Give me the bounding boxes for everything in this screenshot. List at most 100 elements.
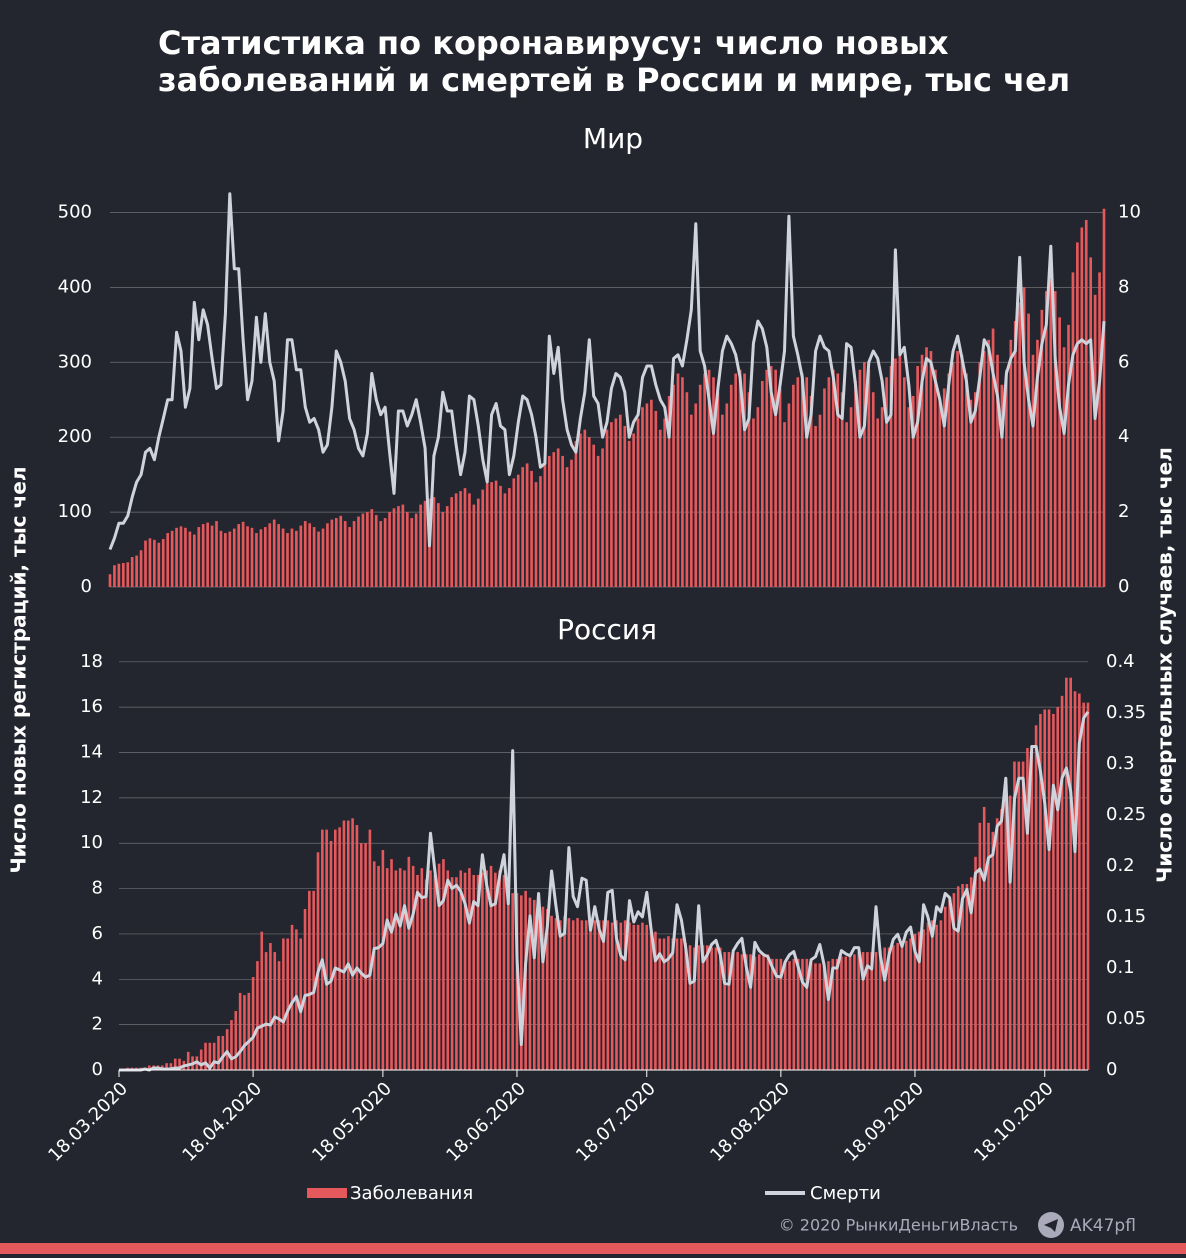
- bar: [965, 884, 969, 1070]
- bar: [397, 506, 400, 587]
- bar: [273, 952, 277, 1070]
- bar: [774, 369, 777, 587]
- bar: [1071, 272, 1075, 587]
- bar: [398, 868, 402, 1070]
- bar: [508, 488, 511, 587]
- bar: [388, 512, 391, 587]
- bar: [333, 829, 337, 1070]
- bar: [866, 952, 869, 1070]
- bar: [1069, 677, 1072, 1070]
- bar: [534, 482, 538, 587]
- bar: [511, 893, 514, 1070]
- y2-tick-label: 2: [1118, 501, 1129, 522]
- bar: [1067, 324, 1070, 587]
- bar: [756, 407, 760, 587]
- bar: [441, 512, 445, 587]
- bar: [281, 528, 285, 587]
- bar: [1058, 317, 1061, 587]
- bar: [1036, 339, 1039, 587]
- bar: [863, 362, 866, 587]
- bar: [818, 414, 822, 587]
- bar: [1076, 242, 1079, 587]
- bar: [563, 915, 566, 1070]
- bar: [938, 399, 942, 587]
- bar: [701, 945, 705, 1070]
- bar: [241, 521, 245, 587]
- bar: [796, 377, 800, 587]
- bar: [246, 526, 249, 587]
- bar: [173, 1058, 177, 1070]
- bar: [499, 485, 502, 587]
- bar: [264, 952, 268, 1070]
- y2-tick-label: 0.15: [1106, 906, 1146, 927]
- y-tick-label: 14: [80, 742, 103, 763]
- y-tick-label: 200: [58, 426, 92, 447]
- bar: [179, 526, 183, 587]
- bar: [277, 961, 281, 1070]
- bar: [117, 563, 121, 587]
- bar: [130, 557, 134, 587]
- bar: [541, 906, 545, 1070]
- bar: [210, 525, 214, 587]
- bar: [539, 476, 542, 587]
- y-tick-label: 4: [92, 968, 103, 989]
- bar: [516, 474, 520, 587]
- bar: [1039, 713, 1042, 1070]
- bar: [1017, 761, 1021, 1070]
- bar: [411, 865, 415, 1070]
- bar: [623, 920, 627, 1070]
- bar: [684, 943, 687, 1070]
- bar: [312, 527, 316, 587]
- bar: [710, 947, 713, 1070]
- bar: [757, 954, 761, 1070]
- bar: [321, 829, 324, 1070]
- bar: [849, 407, 853, 587]
- bar: [738, 369, 742, 587]
- bar: [295, 530, 298, 587]
- bar: [230, 1020, 233, 1070]
- y2-tick-label: 0.2: [1106, 855, 1135, 876]
- bar: [814, 425, 817, 587]
- bar: [558, 920, 562, 1070]
- bar: [481, 872, 484, 1070]
- bar: [366, 512, 369, 587]
- bar: [403, 870, 406, 1070]
- bar: [459, 491, 462, 587]
- bar: [628, 922, 631, 1070]
- bar: [792, 384, 795, 587]
- bar: [836, 373, 840, 587]
- bar: [303, 908, 307, 1070]
- bar: [170, 530, 174, 587]
- bar: [424, 879, 428, 1070]
- bar: [760, 381, 764, 587]
- bar: [272, 519, 276, 587]
- legend-label: Заболевания: [350, 1183, 473, 1204]
- bar: [747, 392, 751, 587]
- bar: [658, 429, 662, 587]
- bar: [494, 480, 498, 587]
- panel-title: Россия: [557, 613, 657, 646]
- bar: [419, 504, 422, 587]
- bar: [960, 354, 964, 587]
- bar: [1053, 291, 1057, 587]
- bar: [880, 407, 884, 587]
- bar: [247, 992, 251, 1070]
- bar: [610, 422, 613, 587]
- bar: [951, 362, 955, 587]
- bar: [455, 877, 458, 1070]
- bar: [201, 524, 205, 587]
- y-tick-label: 18: [80, 651, 103, 672]
- bar: [597, 920, 601, 1070]
- bar: [952, 893, 956, 1070]
- bar: [339, 515, 343, 587]
- bar: [879, 949, 882, 1070]
- bar: [583, 429, 587, 587]
- bar: [1004, 795, 1008, 1070]
- bar: [537, 902, 540, 1070]
- bar: [676, 373, 680, 587]
- bar: [489, 865, 493, 1070]
- bar: [521, 467, 525, 587]
- y-tick-label: 500: [58, 201, 92, 222]
- bar: [680, 938, 683, 1070]
- bar: [706, 945, 709, 1070]
